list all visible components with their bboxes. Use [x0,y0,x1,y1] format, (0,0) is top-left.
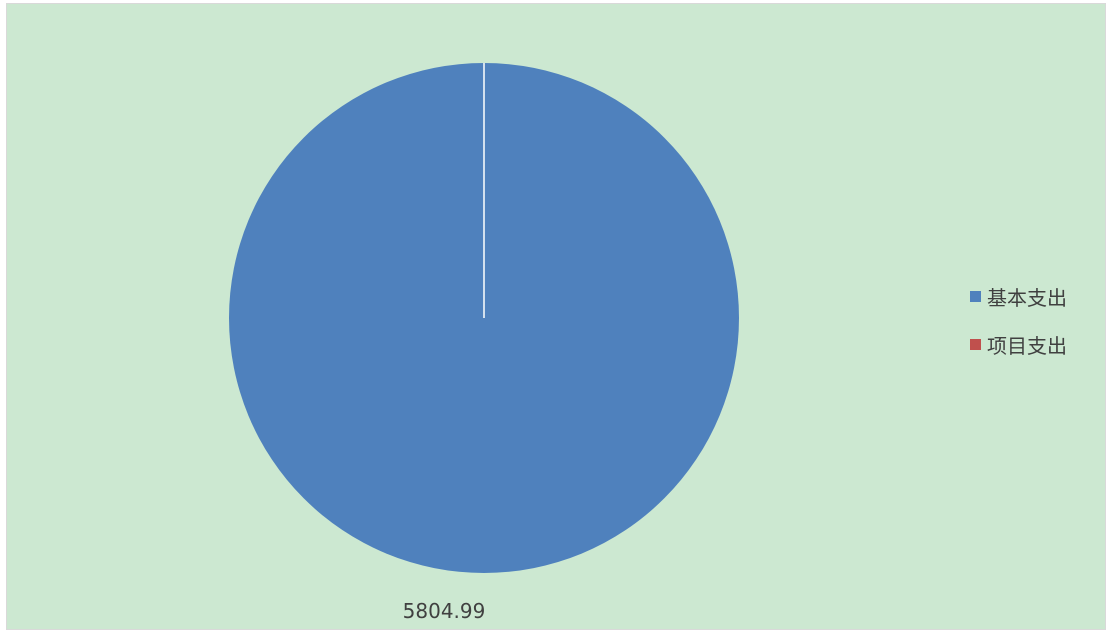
legend: 基本支出 项目支出 [970,286,1067,358]
chart-area: 5804.99 基本支出 项目支出 [6,3,1106,630]
legend-item-project: 项目支出 [970,334,1067,358]
legend-label-project: 项目支出 [987,334,1067,358]
data-label-basic: 5804.99 [403,599,486,623]
legend-item-basic: 基本支出 [970,286,1067,310]
pie-chart: 5804.99 基本支出 项目支出 [229,63,1067,623]
legend-swatch-project [970,339,981,350]
pie-slices [229,63,739,573]
legend-swatch-basic [970,291,981,302]
legend-label-basic: 基本支出 [987,286,1067,310]
